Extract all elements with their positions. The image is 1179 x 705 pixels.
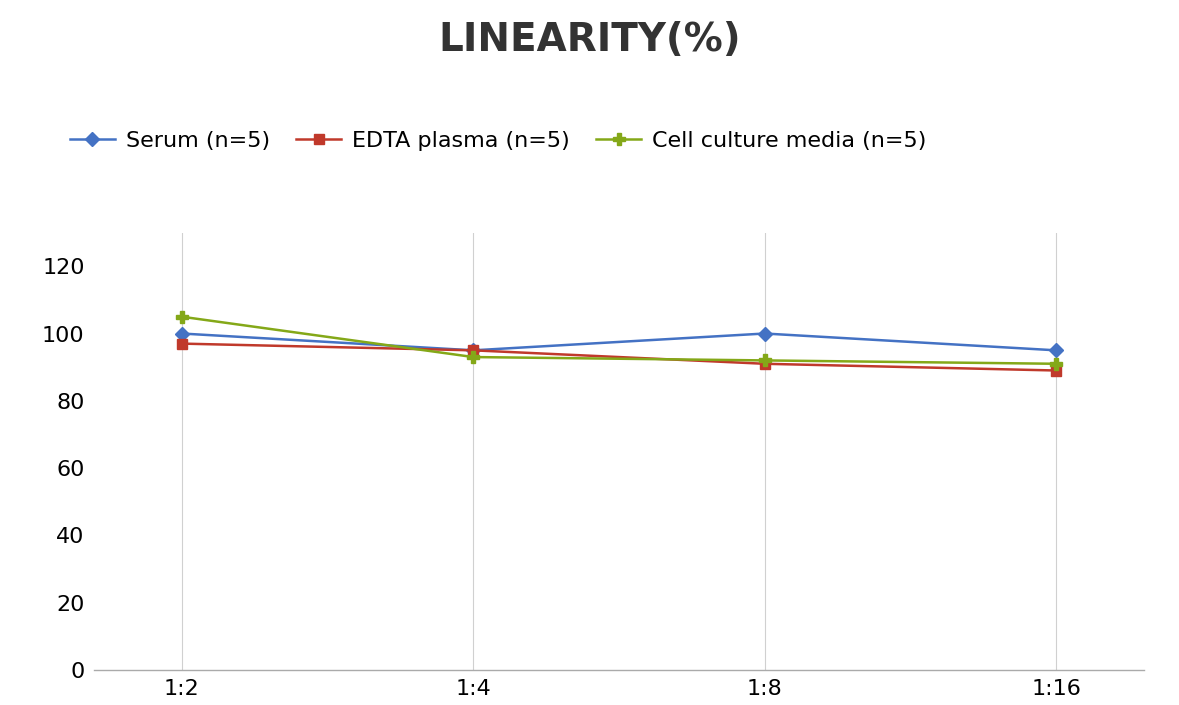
- Line: Cell culture media (n=5): Cell culture media (n=5): [176, 310, 1062, 370]
- EDTA plasma (n=5): [466, 346, 480, 355]
- Serum (n=5): [1049, 346, 1063, 355]
- Serum (n=5): [466, 346, 480, 355]
- Cell culture media (n=5): [758, 356, 772, 364]
- Serum (n=5): [174, 329, 189, 338]
- EDTA plasma (n=5): [1049, 367, 1063, 375]
- Cell culture media (n=5): [466, 352, 480, 361]
- Cell culture media (n=5): [1049, 360, 1063, 368]
- Line: Serum (n=5): Serum (n=5): [177, 329, 1061, 355]
- Cell culture media (n=5): [174, 312, 189, 321]
- Text: LINEARITY(%): LINEARITY(%): [439, 21, 740, 59]
- Legend: Serum (n=5), EDTA plasma (n=5), Cell culture media (n=5): Serum (n=5), EDTA plasma (n=5), Cell cul…: [70, 131, 927, 151]
- EDTA plasma (n=5): [174, 339, 189, 348]
- Line: EDTA plasma (n=5): EDTA plasma (n=5): [177, 338, 1061, 375]
- EDTA plasma (n=5): [758, 360, 772, 368]
- Serum (n=5): [758, 329, 772, 338]
